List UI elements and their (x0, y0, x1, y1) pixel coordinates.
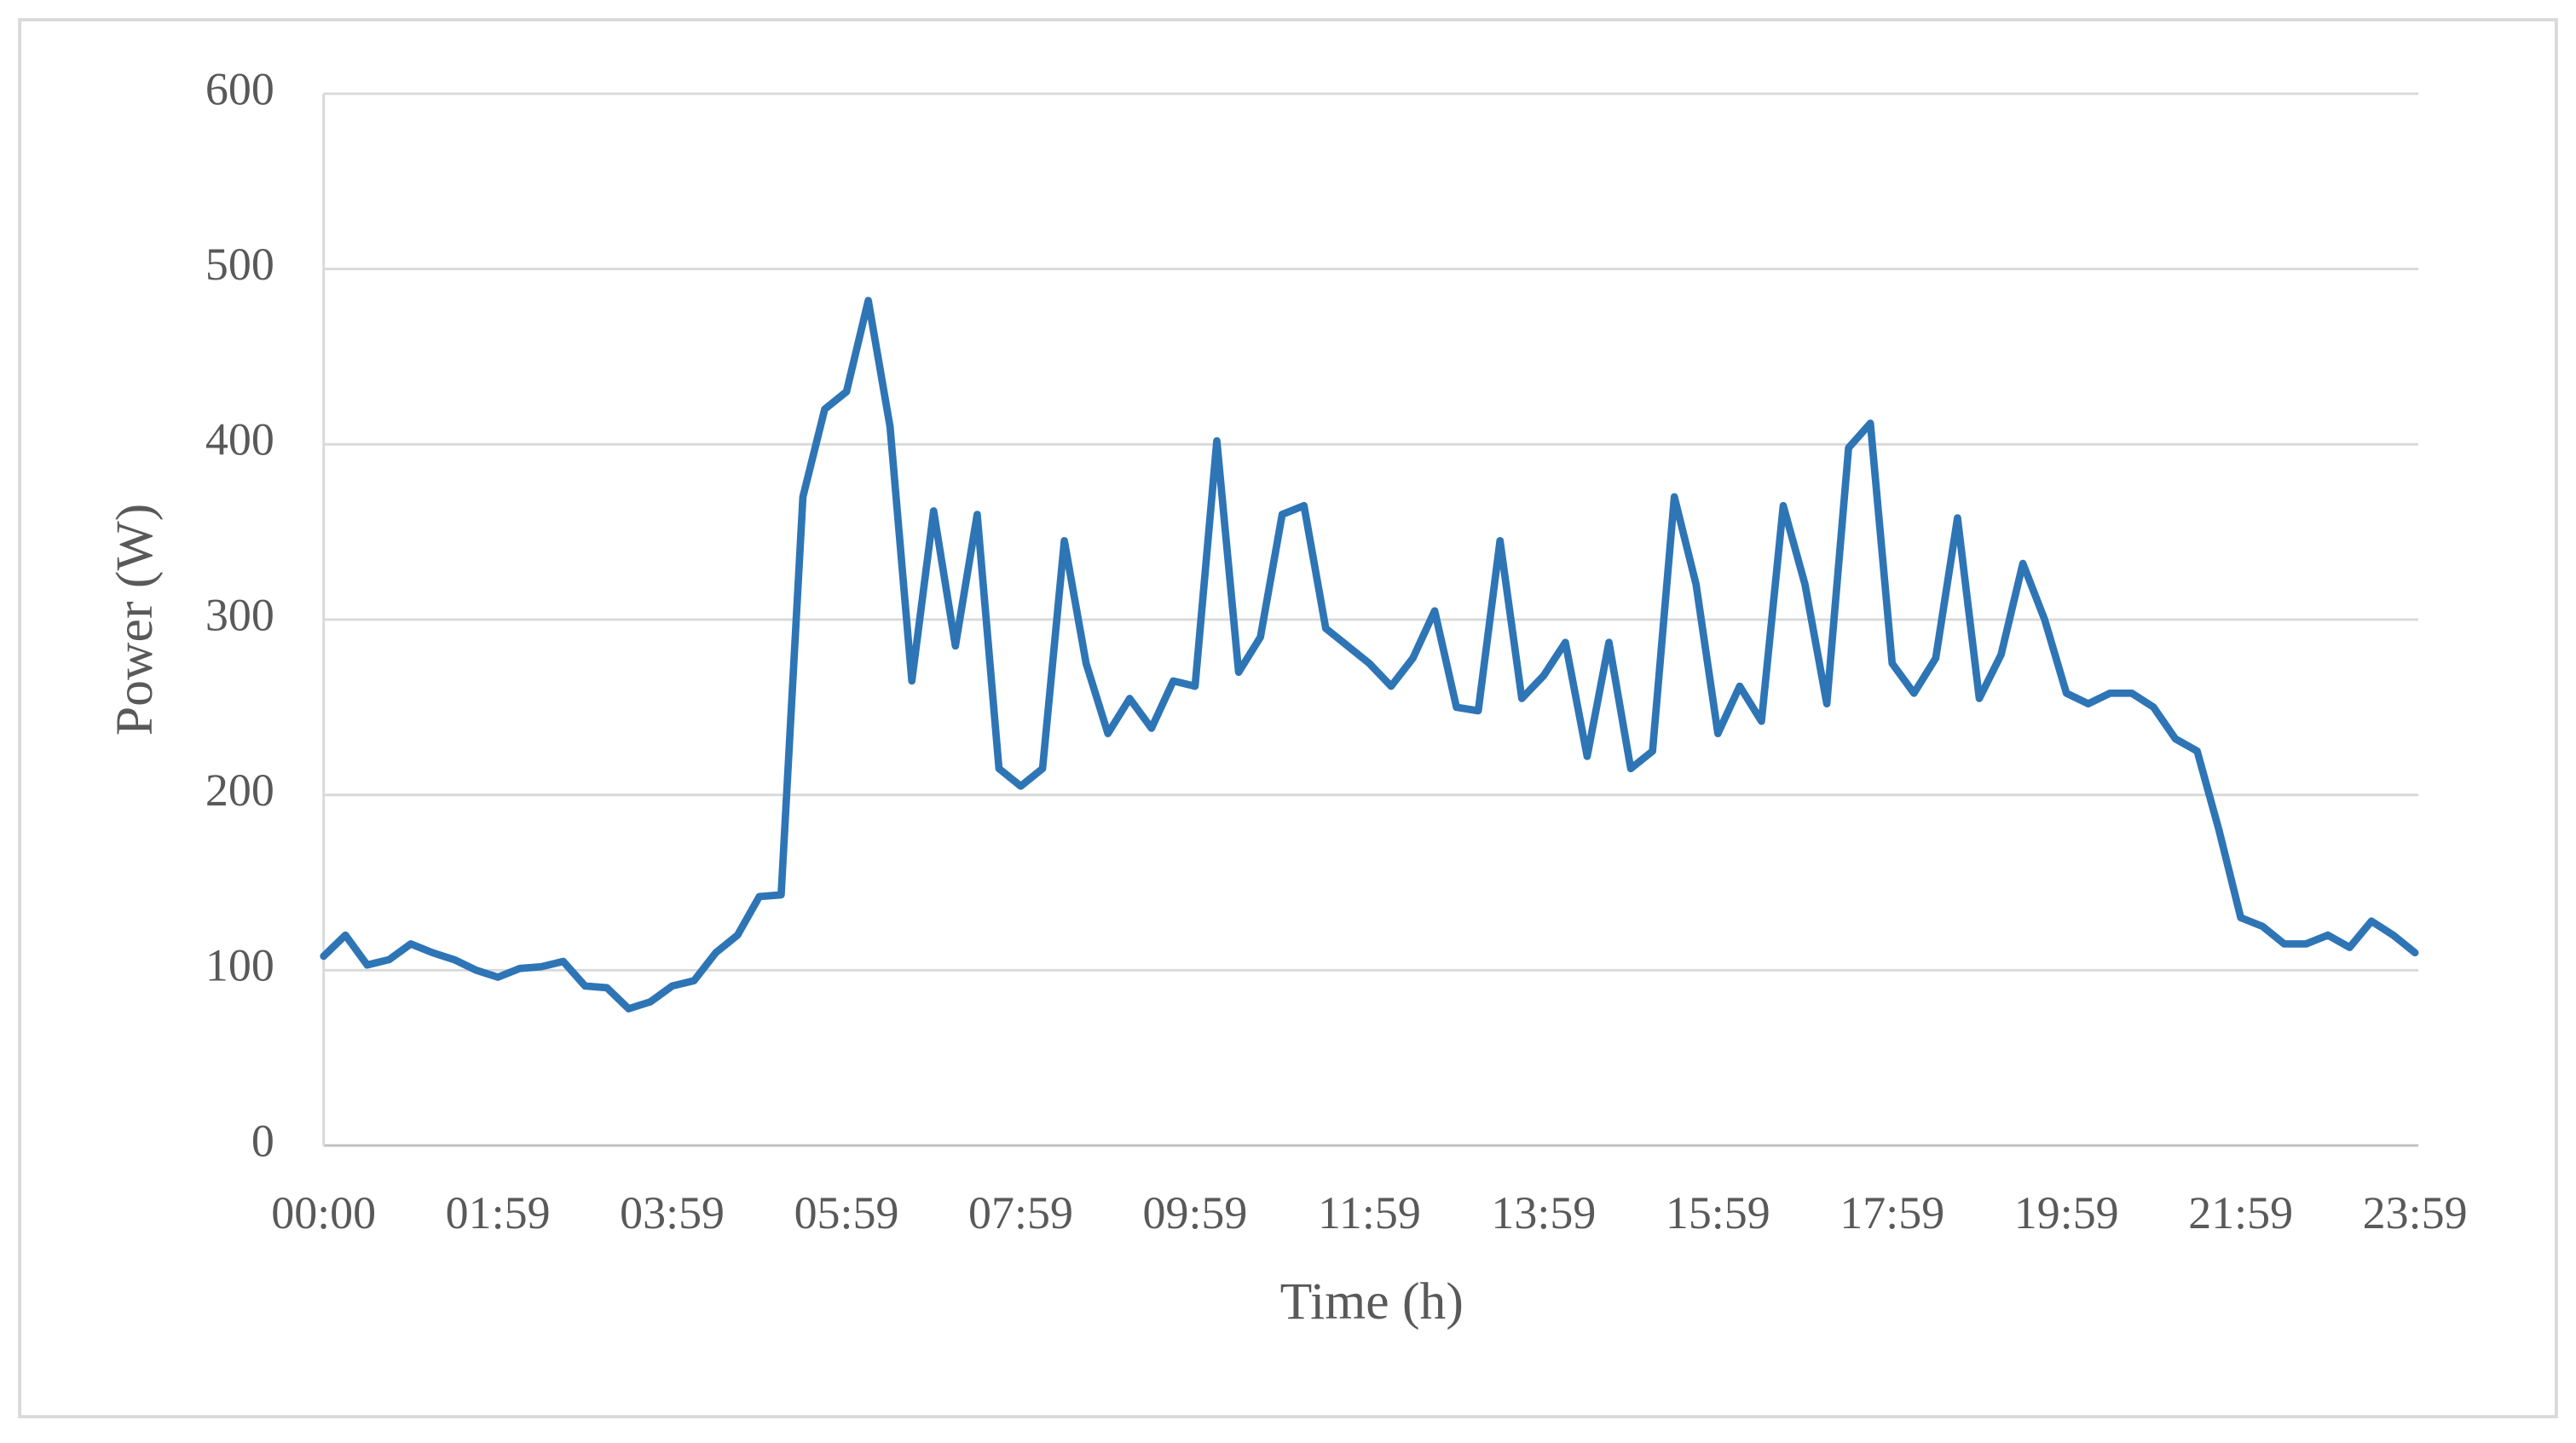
x-tick-label: 13:59 (1491, 1187, 1596, 1238)
x-axis-title: Time (h) (1280, 1273, 1464, 1330)
x-tick-label: 01:59 (446, 1187, 551, 1238)
y-tick-label: 200 (205, 765, 274, 816)
x-tick-label: 09:59 (1142, 1187, 1247, 1238)
x-tick-label: 15:59 (1666, 1187, 1770, 1238)
x-tick-label: 17:59 (1840, 1187, 1944, 1238)
x-tick-label: 23:59 (2363, 1187, 2468, 1238)
x-tick-label: 19:59 (2014, 1187, 2119, 1238)
data-line (320, 297, 2419, 1013)
y-tick-label: 300 (205, 589, 274, 640)
y-tick-label: 600 (205, 63, 274, 114)
chart-border (18, 18, 2558, 1419)
y-axis-title: Power (W) (106, 504, 164, 736)
x-tick-label: 03:59 (620, 1187, 725, 1238)
y-tick-label: 0 (251, 1115, 274, 1166)
y-tick-label: 100 (205, 940, 274, 991)
y-tick-label: 400 (205, 414, 274, 465)
x-tick-label: 07:59 (968, 1187, 1073, 1238)
x-tick-label: 11:59 (1318, 1187, 1421, 1238)
x-tick-label: 05:59 (794, 1187, 899, 1238)
x-tick-label: 21:59 (2188, 1187, 2293, 1238)
x-tick-label: 00:00 (271, 1187, 376, 1238)
y-tick-label: 500 (205, 239, 274, 290)
